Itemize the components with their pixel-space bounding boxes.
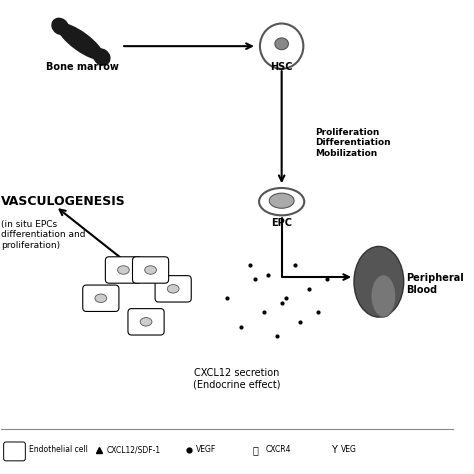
Text: ✋: ✋ (253, 445, 258, 455)
Ellipse shape (259, 188, 304, 215)
Text: EPC: EPC (271, 218, 292, 228)
Text: VEG: VEG (341, 446, 357, 455)
Text: CXCR4: CXCR4 (266, 446, 292, 455)
Ellipse shape (95, 294, 107, 302)
FancyBboxPatch shape (4, 442, 25, 461)
Ellipse shape (118, 266, 129, 274)
Text: CXCL12 secretion
(Endocrine effect): CXCL12 secretion (Endocrine effect) (193, 367, 280, 389)
FancyBboxPatch shape (128, 309, 164, 335)
Text: VASCULOGENESIS: VASCULOGENESIS (1, 195, 126, 208)
Ellipse shape (275, 38, 289, 50)
Ellipse shape (371, 275, 396, 317)
Text: Endothelial cell: Endothelial cell (28, 446, 87, 455)
FancyBboxPatch shape (83, 285, 119, 311)
Ellipse shape (269, 193, 294, 208)
Text: Proliferation
Differentiation
Mobilization: Proliferation Differentiation Mobilizati… (316, 128, 391, 158)
Text: VEGF: VEGF (196, 446, 216, 455)
Text: Peripheral
Blood: Peripheral Blood (406, 273, 464, 295)
Ellipse shape (140, 318, 152, 326)
Text: HSC: HSC (270, 63, 293, 73)
Ellipse shape (354, 246, 404, 317)
Ellipse shape (145, 266, 156, 274)
Text: Bone marrow: Bone marrow (46, 63, 119, 73)
Ellipse shape (269, 33, 294, 59)
Text: CXCL12/SDF-1: CXCL12/SDF-1 (107, 446, 161, 455)
Text: (in situ EPCs
differentiation and
proliferation): (in situ EPCs differentiation and prolif… (1, 220, 86, 249)
Text: Y: Y (331, 445, 337, 455)
FancyBboxPatch shape (105, 257, 142, 283)
Ellipse shape (93, 49, 110, 65)
Circle shape (260, 24, 303, 69)
FancyBboxPatch shape (155, 276, 191, 302)
Ellipse shape (167, 284, 179, 293)
FancyBboxPatch shape (132, 257, 169, 283)
Ellipse shape (58, 24, 103, 59)
Ellipse shape (52, 18, 68, 35)
